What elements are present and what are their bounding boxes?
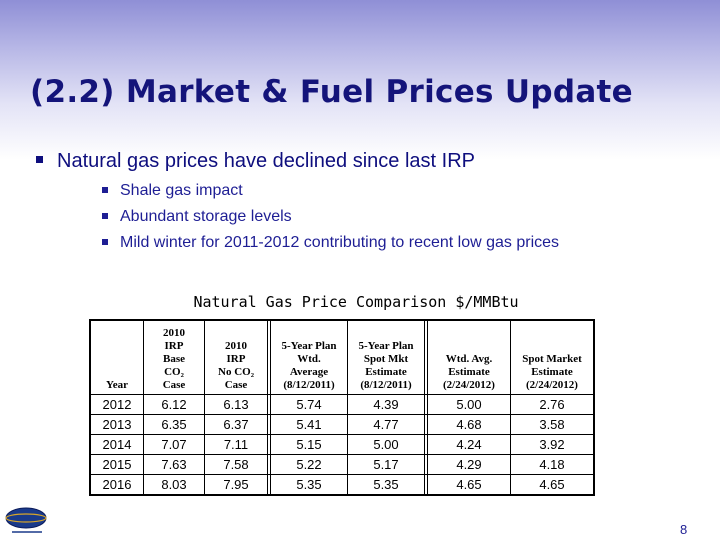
sub-bullet: Abundant storage levels (102, 207, 559, 233)
header-line: 2010 (225, 340, 247, 352)
header-line: Spot Market (522, 353, 582, 365)
header-line: Case (224, 379, 248, 391)
cell-spot-2012: 4.18 (510, 454, 595, 475)
cell-irp-no-co2: 6.13 (204, 394, 268, 415)
cell-wtd-avg-2012: 4.65 (427, 474, 511, 496)
cell-year: 2015 (89, 454, 144, 475)
cell-wtd-avg-2012: 4.24 (427, 434, 511, 455)
table-row: 2015 7.63 7.58 5.22 5.17 4.29 4.18 (89, 454, 595, 475)
square-bullet-icon (102, 238, 108, 245)
cell-irp-base: 6.35 (143, 414, 205, 435)
header-line: Base (163, 353, 185, 365)
cell-irp-base: 7.63 (143, 454, 205, 475)
cell-wtd-avg-2012: 5.00 (427, 394, 511, 415)
header-line: Estimate (448, 366, 490, 378)
cell-wtd-avg-2011: 5.41 (270, 414, 348, 435)
header-year: Year (89, 319, 144, 395)
header-irp-no-co2: 2010 IRP No CO₂ Case (204, 319, 268, 395)
header-wtd-avg-estimate: Wtd. Avg. Estimate (2/24/2012) (427, 319, 511, 395)
header-line: (2/24/2012) (443, 379, 495, 391)
header-line: No CO₂ (218, 366, 254, 378)
cell-irp-no-co2: 7.95 (204, 474, 268, 496)
cell-spot-2011: 4.39 (347, 394, 425, 415)
header-line: Wtd. (297, 353, 321, 365)
cell-irp-base: 6.12 (143, 394, 205, 415)
cell-wtd-avg-2011: 5.15 (270, 434, 348, 455)
cell-irp-base: 7.07 (143, 434, 205, 455)
header-line: 5-Year Plan (281, 340, 337, 352)
cell-wtd-avg-2012: 4.68 (427, 414, 511, 435)
cell-spot-2012: 3.92 (510, 434, 595, 455)
sub-bullet: Mild winter for 2011-2012 contributing t… (102, 233, 559, 259)
sub-bullet-text: Mild winter for 2011-2012 contributing t… (120, 234, 560, 251)
cell-year: 2013 (89, 414, 144, 435)
main-bullet-text: Natural gas prices have declined since l… (57, 150, 475, 172)
header-line: Estimate (531, 366, 573, 378)
cell-wtd-avg-2011: 5.22 (270, 454, 348, 475)
cell-spot-2012: 2.76 (510, 394, 595, 415)
header-line: IRP (226, 353, 246, 365)
sub-bullet-list: Shale gas impact Abundant storage levels… (102, 181, 559, 259)
header-5yr-spot-estimate: 5-Year Plan Spot Mkt Estimate (8/12/2011… (347, 319, 425, 395)
cell-irp-base: 8.03 (143, 474, 205, 496)
cell-wtd-avg-2012: 4.29 (427, 454, 511, 475)
header-line: Estimate (365, 366, 407, 378)
header-spot-market-estimate: Spot Market Estimate (2/24/2012) (510, 319, 595, 395)
cell-wtd-avg-2011: 5.35 (270, 474, 348, 496)
cell-spot-2011: 5.17 (347, 454, 425, 475)
header-line: CO₂ (164, 366, 184, 378)
title-background-band (0, 0, 720, 160)
cell-irp-no-co2: 7.58 (204, 454, 268, 475)
main-bullet: Natural gas prices have declined since l… (36, 150, 475, 173)
table-row: 2013 6.35 6.37 5.41 4.77 4.68 3.58 (89, 414, 595, 435)
cell-year: 2012 (89, 394, 144, 415)
header-line: Wtd. Avg. (445, 353, 493, 365)
table-row: 2014 7.07 7.11 5.15 5.00 4.24 3.92 (89, 434, 595, 455)
sub-bullet: Shale gas impact (102, 181, 559, 207)
header-line: (2/24/2012) (526, 379, 578, 391)
cell-spot-2011: 5.35 (347, 474, 425, 496)
table-header-row: Year 2010 IRP Base CO₂ Case 2010 IRP No … (89, 319, 595, 395)
square-bullet-icon (102, 212, 108, 219)
cell-spot-2011: 5.00 (347, 434, 425, 455)
slide-title: (2.2) Market & Fuel Prices Update (30, 74, 633, 110)
cell-wtd-avg-2011: 5.74 (270, 394, 348, 415)
header-irp-base-co2: 2010 IRP Base CO₂ Case (143, 319, 205, 395)
header-line: Case (162, 379, 186, 391)
table-caption: Natural Gas Price Comparison $/MMBtu (193, 293, 519, 311)
cell-spot-2012: 4.65 (510, 474, 595, 496)
cell-irp-no-co2: 7.11 (204, 434, 268, 455)
header-line: 2010 (163, 327, 185, 339)
cell-spot-2011: 4.77 (347, 414, 425, 435)
header-line: Spot Mkt (363, 353, 409, 365)
header-5yr-wtd-average: 5-Year Plan Wtd. Average (8/12/2011) (270, 319, 348, 395)
cell-irp-no-co2: 6.37 (204, 414, 268, 435)
header-line: Average (289, 366, 329, 378)
table-row: 2016 8.03 7.95 5.35 5.35 4.65 4.65 (89, 474, 595, 496)
sub-bullet-text: Shale gas impact (120, 182, 243, 199)
header-line: 5-Year Plan (358, 340, 414, 352)
square-bullet-icon (102, 186, 108, 193)
gas-price-table: Year 2010 IRP Base CO₂ Case 2010 IRP No … (89, 319, 595, 496)
table-row: 2012 6.12 6.13 5.74 4.39 5.00 2.76 (89, 394, 595, 415)
header-line: (8/12/2011) (283, 379, 335, 391)
square-bullet-icon (36, 156, 43, 164)
header-line: (8/12/2011) (360, 379, 412, 391)
header-line: IRP (164, 340, 184, 352)
sub-bullet-text: Abundant storage levels (120, 208, 292, 225)
cell-spot-2012: 3.58 (510, 414, 595, 435)
cell-year: 2016 (89, 474, 144, 496)
cell-year: 2014 (89, 434, 144, 455)
page-number: 8 (680, 522, 688, 537)
company-logo (5, 507, 47, 533)
